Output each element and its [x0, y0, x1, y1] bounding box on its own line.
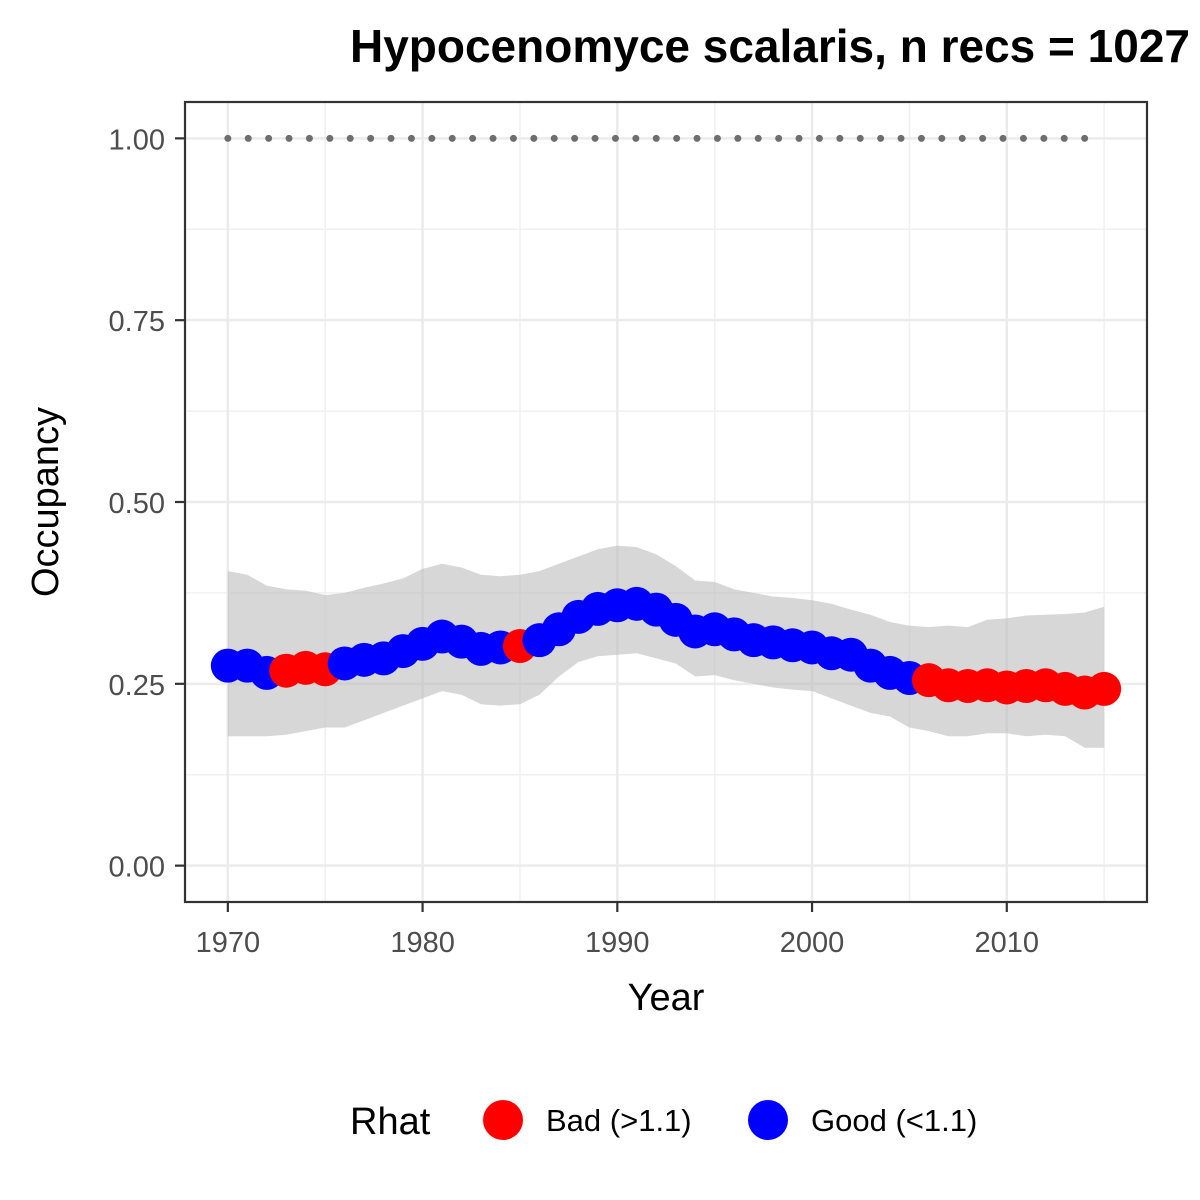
y-axis-label: Occupancy: [25, 407, 67, 597]
legend-label-bad: Bad (>1.1): [546, 1103, 692, 1138]
legend-entries: Bad (>1.1) Good (<1.1): [483, 1100, 977, 1140]
x-tick-label: 1970: [196, 927, 261, 959]
x-axis-label: Year: [628, 977, 705, 1019]
legend: Rhat Bad (>1.1) Good (<1.1): [350, 1100, 977, 1143]
legend-key-good: [748, 1100, 788, 1140]
occupancy-points-layer: [210, 586, 1122, 710]
x-tick-label: 1980: [390, 927, 455, 959]
x-tick-label: 2000: [780, 927, 845, 959]
y-tick-label: 0.75: [109, 306, 165, 338]
y-tick-label: 0.50: [109, 488, 165, 520]
x-tick-label: 2010: [975, 927, 1040, 959]
x-axis: 1970 1980 1990 2000 2010: [196, 902, 1039, 959]
x-tick-label: 1990: [585, 927, 650, 959]
y-tick-label: 0.00: [109, 852, 165, 884]
legend-key-bad: [483, 1100, 523, 1140]
y-axis: 0.00 0.25 0.50 0.75 1.00: [109, 124, 185, 884]
occupancy-point-2015: [1087, 671, 1122, 706]
confidence-ribbon: [227, 545, 1105, 748]
legend-label-good: Good (<1.1): [811, 1103, 977, 1138]
confidence-ribbon-layer: [227, 545, 1105, 748]
legend-title: Rhat: [350, 1101, 431, 1143]
y-tick-label: 0.25: [109, 670, 165, 702]
chart-title: Hypocenomyce scalaris, n recs = 1027: [350, 20, 1190, 72]
y-tick-label: 1.00: [109, 124, 165, 156]
